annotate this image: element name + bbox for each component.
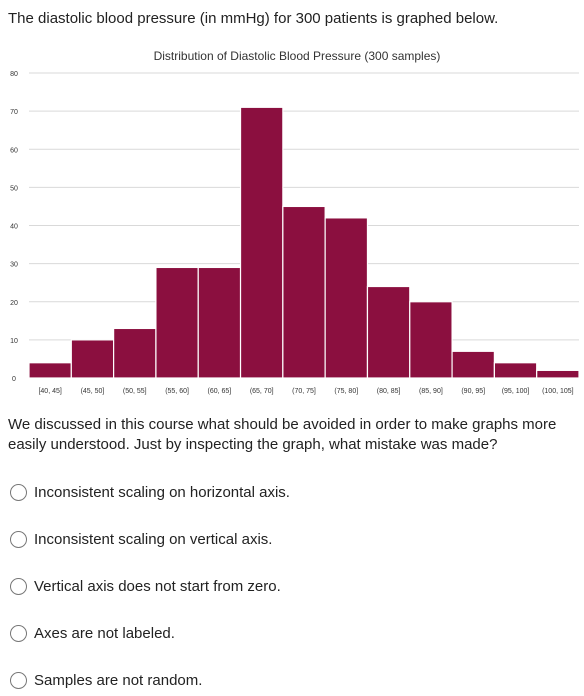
y-tick-label: 10 bbox=[10, 338, 18, 345]
x-tick-label: (55, 60] bbox=[165, 388, 189, 395]
radio-circle-icon[interactable] bbox=[10, 625, 27, 642]
y-tick-label: 20 bbox=[10, 300, 18, 307]
option-axes-not-labeled[interactable]: Axes are not labeled. bbox=[10, 625, 175, 642]
bars bbox=[28, 106, 580, 379]
option-label: Axes are not labeled. bbox=[34, 625, 175, 642]
histogram-bar bbox=[239, 106, 284, 379]
x-tick-label: (45, 50] bbox=[81, 388, 105, 395]
x-tick-label: [40, 45] bbox=[38, 388, 61, 395]
x-tick-label: (95, 100] bbox=[502, 388, 530, 395]
histogram-bar bbox=[536, 369, 580, 379]
y-tick-label: 50 bbox=[10, 185, 18, 192]
chart-title: Distribution of Diastolic Blood Pressure… bbox=[154, 49, 441, 63]
y-tick-label: 40 bbox=[10, 224, 18, 231]
radio-circle-icon[interactable] bbox=[10, 578, 27, 595]
x-axis-ticks: [40, 45] (45, 50] (50, 55] (55, 60] (60, 65]… bbox=[38, 388, 573, 395]
radio-circle-icon[interactable] bbox=[10, 672, 27, 689]
histogram-bar bbox=[155, 266, 199, 379]
option-label: Inconsistent scaling on horizontal axis. bbox=[34, 484, 290, 501]
histogram-bar bbox=[451, 350, 495, 379]
y-tick-label: 80 bbox=[10, 71, 18, 78]
y-tick-label: 60 bbox=[10, 147, 18, 154]
question-text: The diastolic blood pressure (in mmHg) f… bbox=[8, 10, 499, 27]
histogram-bar bbox=[70, 339, 115, 379]
option-label: Inconsistent scaling on vertical axis. bbox=[34, 531, 273, 548]
option-not-start-zero[interactable]: Vertical axis does not start from zero. bbox=[10, 578, 281, 595]
histogram-bar bbox=[28, 362, 72, 379]
histogram-bar bbox=[113, 327, 157, 379]
histogram-bar bbox=[409, 301, 453, 379]
histogram-chart: Distribution of Diastolic Blood Pressure… bbox=[10, 49, 580, 395]
option-inconsistent-horizontal[interactable]: Inconsistent scaling on horizontal axis. bbox=[10, 484, 290, 501]
radio-circle-icon[interactable] bbox=[10, 484, 27, 501]
option-label: Samples are not random. bbox=[34, 672, 203, 689]
x-tick-label: (85, 90] bbox=[419, 388, 443, 395]
x-tick-label: (50, 55] bbox=[123, 388, 147, 395]
option-label: Vertical axis does not start from zero. bbox=[34, 578, 281, 595]
y-tick-label: 70 bbox=[10, 109, 18, 116]
option-inconsistent-vertical[interactable]: Inconsistent scaling on vertical axis. bbox=[10, 531, 272, 548]
prompt-text: We discussed in this course what should … bbox=[8, 416, 557, 453]
x-tick-label: (65, 70] bbox=[250, 388, 274, 395]
x-tick-label: (80, 85] bbox=[377, 388, 401, 395]
y-tick-label: 0 bbox=[12, 376, 16, 383]
option-samples-not-random[interactable]: Samples are not random. bbox=[10, 672, 202, 689]
y-tick-label: 30 bbox=[10, 262, 18, 269]
x-tick-label: (60, 65] bbox=[208, 388, 232, 395]
histogram-bar bbox=[282, 205, 326, 379]
y-axis-ticks: 0 10 20 30 40 50 60 70 80 bbox=[10, 71, 18, 383]
histogram-bar bbox=[493, 362, 538, 379]
histogram-bar bbox=[324, 217, 369, 379]
histogram-bar bbox=[197, 266, 242, 379]
x-tick-label: (90, 95] bbox=[461, 388, 485, 395]
x-tick-label: (70, 75] bbox=[292, 388, 316, 395]
histogram-bar bbox=[366, 285, 411, 379]
x-tick-label: (75, 80] bbox=[334, 388, 358, 395]
radio-circle-icon[interactable] bbox=[10, 531, 27, 548]
x-tick-label: (100, 105] bbox=[542, 388, 574, 395]
